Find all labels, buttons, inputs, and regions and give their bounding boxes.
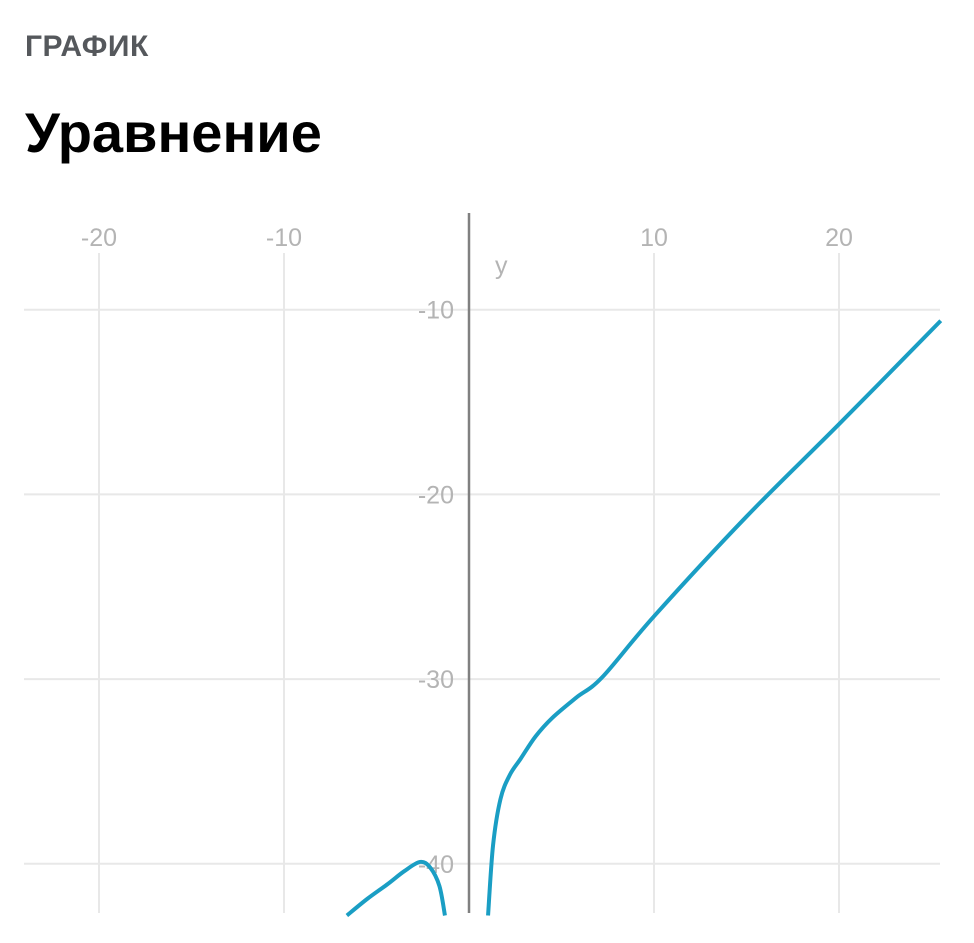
x-tick-label: -10: [266, 224, 302, 252]
y-tick-label: -20: [418, 481, 454, 509]
section-kicker: ГРАФИК: [25, 30, 149, 63]
page-title: Уравнение: [25, 101, 322, 164]
curve-branch-2: [486, 319, 943, 916]
x-tick-label: 20: [825, 224, 853, 252]
y-axis-label: y: [495, 252, 508, 280]
x-tick-label: 10: [640, 224, 668, 252]
x-tick-label: -20: [81, 224, 117, 252]
y-tick-label: -10: [418, 297, 454, 325]
y-tick-label: -30: [418, 666, 454, 694]
curve-branch-1: [345, 859, 447, 918]
